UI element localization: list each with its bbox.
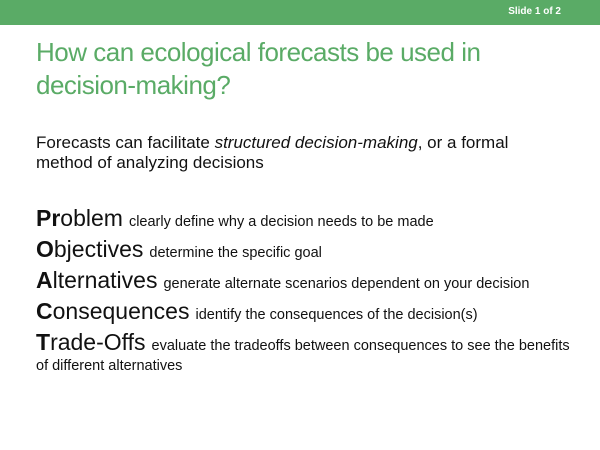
step-description: generate alternate scenarios dependent o… <box>163 276 530 292</box>
step-rest: oblem <box>60 205 123 231</box>
step-rest: rade-Offs <box>50 329 146 355</box>
step-trade-offs: Trade-Offs evaluate the tradeoffs between… <box>36 329 576 376</box>
step-description: identify the consequences of the decisio… <box>195 307 478 323</box>
slide-title: How can ecological forecasts be used in … <box>36 37 481 100</box>
step-alternatives: Alternatives generate alternate scenarios… <box>36 267 576 294</box>
step-rest: lternatives <box>52 267 158 293</box>
proact-list: Problem clearly define why a decision nee… <box>36 205 576 380</box>
intro-before: Forecasts can facilitate <box>36 133 215 152</box>
step-description: determine the specific goal <box>149 245 322 261</box>
step-term: Trade-Offs <box>36 329 146 355</box>
slide-counter: Slide 1 of 2 <box>508 6 561 17</box>
step-term: Objectives <box>36 236 143 262</box>
step-problem: Problem clearly define why a decision nee… <box>36 205 576 232</box>
step-term: Problem <box>36 205 123 231</box>
step-initial: A <box>36 267 53 293</box>
step-initial: O <box>36 236 54 262</box>
step-rest: onsequences <box>52 298 190 324</box>
step-rest: bjectives <box>53 236 144 262</box>
step-objectives: Objectives determine the specific goal <box>36 236 576 263</box>
intro-emphasis: structured decision-making <box>214 133 418 152</box>
step-term: Alternatives <box>36 267 157 293</box>
intro-after: , or a formal method of analyzing decisi… <box>36 133 509 172</box>
step-initial: C <box>36 298 53 324</box>
step-description: evaluate the tradeoffs between consequen… <box>36 338 570 374</box>
header-bar: Slide 1 of 2 <box>0 0 600 25</box>
step-initial: T <box>36 329 51 355</box>
intro-text: Forecasts can facilitate structured deci… <box>36 133 566 173</box>
step-consequences: Consequences identify the consequences of… <box>36 298 576 325</box>
step-description: clearly define why a decision needs to b… <box>128 214 434 230</box>
step-initial: Pr <box>36 205 61 231</box>
step-term: Consequences <box>36 298 189 324</box>
